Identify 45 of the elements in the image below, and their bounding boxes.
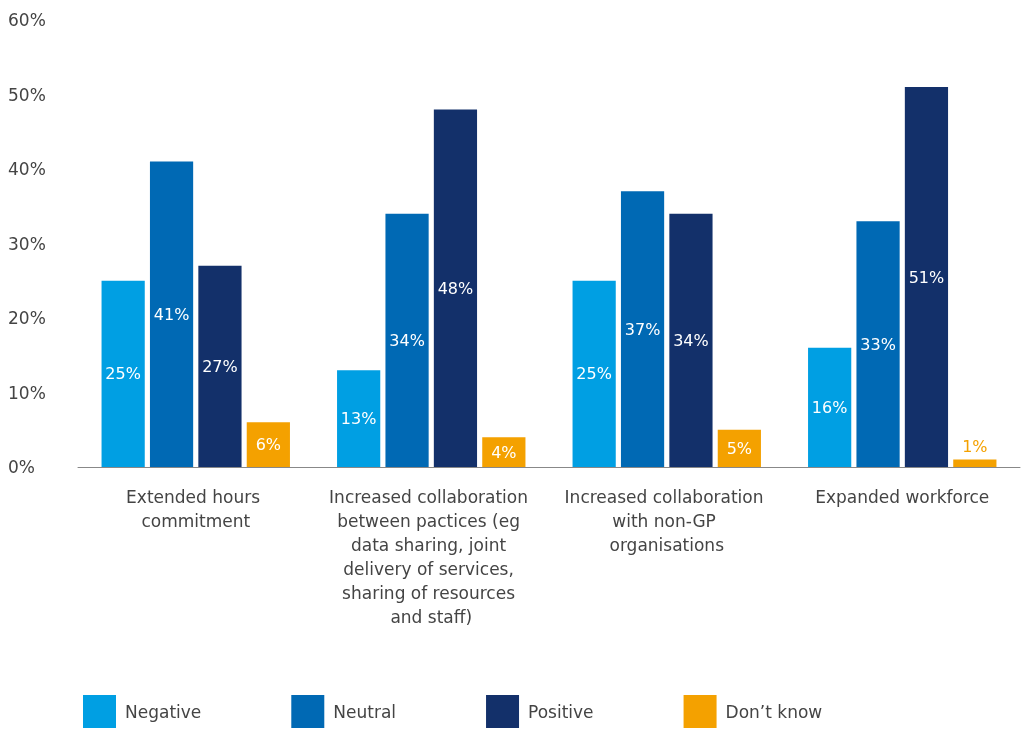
data-label: 34%	[389, 330, 425, 350]
bar	[149, 161, 194, 467]
legend-label: Positive	[528, 701, 594, 722]
data-label: 37%	[624, 319, 661, 339]
bar	[246, 422, 290, 467]
bar	[572, 280, 616, 467]
data-label: 34%	[673, 330, 709, 350]
data-label: 51%	[908, 267, 945, 287]
y-tick-label: 50%	[8, 84, 46, 105]
bar	[808, 347, 852, 467]
data-label: 41%	[153, 304, 190, 324]
data-label: 27%	[202, 356, 238, 376]
legend-label: Neutral	[333, 701, 397, 722]
data-label: 5%	[726, 438, 753, 458]
bar	[953, 459, 997, 467]
y-tick-label: 40%	[8, 159, 46, 179]
y-tick-label: 0%	[8, 457, 35, 477]
legend-label: Negative	[125, 701, 202, 722]
data-label: 33%	[860, 334, 896, 354]
bar	[904, 87, 949, 467]
data-label: 25%	[576, 364, 612, 384]
x-tick-label: Expanded workforce	[815, 487, 990, 507]
data-label: 16%	[811, 397, 848, 417]
bar	[669, 213, 713, 467]
bar	[198, 265, 242, 467]
bar	[433, 109, 478, 467]
data-label: 4%	[491, 442, 517, 462]
bar	[101, 280, 145, 467]
legend-label: Don’t know	[725, 701, 823, 722]
bar	[385, 213, 429, 467]
bar	[337, 370, 381, 467]
y-tick-label: 20%	[8, 308, 46, 328]
data-label: 6%	[255, 435, 282, 455]
data-label: 13%	[340, 409, 377, 429]
x-tick-label: Extended hours commitment	[126, 487, 266, 531]
bar	[620, 191, 665, 467]
data-label: 1%	[962, 437, 988, 457]
bar	[856, 221, 900, 467]
x-tick-label: Increased collaboration with non-GP organisations	[564, 487, 769, 555]
x-tick-label: Increased collaboration between pactices (eg data sharing, joint delivery of services, sharing of resources and staff)	[329, 487, 534, 627]
data-label: 25%	[105, 364, 141, 384]
y-tick-label: 30%	[8, 233, 46, 254]
data-label: 48%	[437, 278, 474, 298]
y-tick-label: 10%	[8, 382, 46, 403]
y-tick-label: 60%	[8, 10, 46, 30]
